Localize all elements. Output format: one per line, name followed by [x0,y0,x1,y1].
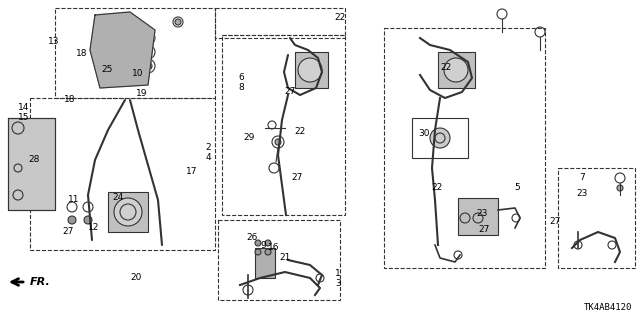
Polygon shape [90,12,155,88]
Circle shape [255,240,261,246]
Text: 12: 12 [88,223,100,233]
Text: FR.: FR. [30,277,51,287]
Bar [222,35,345,215]
Text: 15: 15 [19,114,29,123]
Circle shape [265,240,271,246]
Text: 23: 23 [476,210,488,219]
Text: 13: 13 [48,37,60,46]
Text: 18: 18 [76,50,88,59]
Circle shape [114,198,142,226]
Bar [55,8,215,98]
Circle shape [265,249,271,255]
Text: 20: 20 [131,274,141,283]
Text: 7: 7 [579,173,585,182]
Text: TK4AB4120: TK4AB4120 [584,303,632,312]
Text: 23: 23 [576,188,588,197]
Text: 2: 2 [205,143,211,153]
Bar [255,248,275,278]
Text: 21: 21 [279,252,291,261]
Text: 9: 9 [260,241,266,250]
Text: 8: 8 [238,84,244,92]
Circle shape [298,58,322,82]
Text: 5: 5 [514,183,520,193]
Bar [558,168,635,268]
Text: 14: 14 [19,103,29,113]
Text: 29: 29 [243,133,255,142]
Text: 24: 24 [113,193,124,202]
Text: 22: 22 [440,63,452,73]
Text: 18: 18 [64,95,76,105]
Bar [30,98,215,250]
Circle shape [144,34,152,42]
Bar [412,118,468,158]
Bar [458,198,498,235]
Text: 28: 28 [28,156,40,164]
Bar [108,192,148,232]
Bar [218,220,340,300]
Text: 25: 25 [101,66,113,75]
Text: 27: 27 [549,218,561,227]
Bar [295,52,328,88]
Text: 16: 16 [268,244,280,252]
Text: 11: 11 [68,196,80,204]
Circle shape [84,216,92,224]
Text: 10: 10 [132,68,144,77]
Circle shape [144,48,152,56]
Circle shape [68,216,76,224]
Circle shape [617,185,623,191]
Text: 26: 26 [246,233,258,242]
Text: 22: 22 [294,127,306,137]
Text: 6: 6 [238,74,244,83]
Text: 19: 19 [136,89,148,98]
Circle shape [175,19,181,25]
Bar [384,28,545,268]
Circle shape [430,128,450,148]
Text: 27: 27 [62,228,74,236]
Circle shape [444,58,468,82]
Text: 22: 22 [334,13,346,22]
Bar [8,118,55,210]
Text: 27: 27 [291,173,303,182]
Text: 4: 4 [205,154,211,163]
Text: 3: 3 [335,278,341,287]
Bar [438,52,475,88]
Text: 27: 27 [284,87,296,97]
Text: 1: 1 [335,268,341,277]
Text: 27: 27 [478,226,490,235]
Circle shape [144,62,152,70]
Text: 30: 30 [419,129,429,138]
Circle shape [255,249,261,255]
Text: 22: 22 [431,183,443,193]
Bar [215,8,345,38]
Text: 17: 17 [186,167,198,177]
Circle shape [275,139,281,145]
